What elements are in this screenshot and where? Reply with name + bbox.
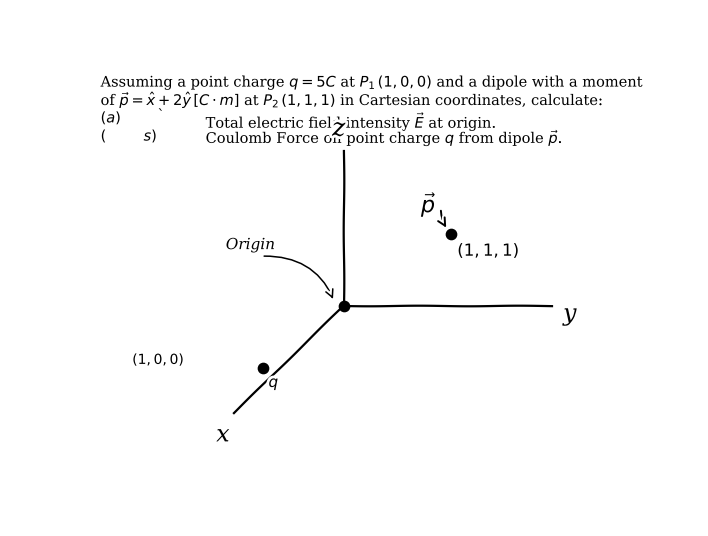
Point bbox=[338, 301, 349, 310]
Text: x: x bbox=[216, 423, 229, 446]
Point bbox=[445, 229, 457, 238]
Text: z: z bbox=[332, 118, 346, 140]
Text: Coulomb Force on point charge $q$ from dipole $\vec{p}$.: Coulomb Force on point charge $q$ from d… bbox=[201, 127, 564, 148]
Text: $\vec{p}$: $\vec{p}$ bbox=[421, 191, 436, 218]
Text: Origin: Origin bbox=[226, 238, 275, 252]
Text: `: ` bbox=[130, 109, 165, 123]
Text: $($: $($ bbox=[101, 127, 107, 145]
Text: of $\vec{p} = \hat{x} + 2\hat{y}\,[C \cdot m]$ at $P_2\,(1,1,1)$ in Cartesian co: of $\vec{p} = \hat{x} + 2\hat{y}\,[C \cd… bbox=[101, 88, 605, 110]
Text: $(1,0,0)$: $(1,0,0)$ bbox=[132, 351, 185, 368]
Text: $(1,1,1)$: $(1,1,1)$ bbox=[457, 240, 520, 260]
Text: Assuming a point charge $q = 5C$ at $P_1\,(1,0,0)$ and a dipole with a moment: Assuming a point charge $q = 5C$ at $P_1… bbox=[101, 72, 646, 92]
Text: $s)$: $s)$ bbox=[130, 127, 158, 145]
Text: Total electric field intensity $\vec{E}$ at origin.: Total electric field intensity $\vec{E}$… bbox=[201, 109, 498, 133]
Text: $q$: $q$ bbox=[268, 376, 280, 392]
Text: y: y bbox=[563, 302, 576, 325]
Text: $(\mathit{a})$: $(\mathit{a})$ bbox=[101, 109, 122, 127]
Point bbox=[257, 363, 268, 372]
